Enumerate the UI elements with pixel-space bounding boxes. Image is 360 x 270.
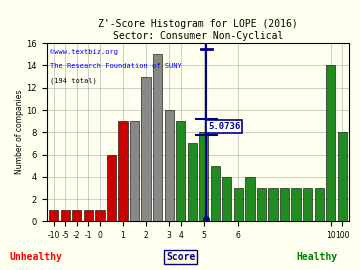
Bar	[315, 188, 324, 221]
Text: The Research Foundation of SUNY: The Research Foundation of SUNY	[50, 63, 181, 69]
Text: 5.0736: 5.0736	[208, 122, 240, 131]
Bar	[153, 54, 162, 221]
Bar	[188, 143, 197, 221]
Bar	[49, 210, 58, 221]
Bar	[60, 210, 70, 221]
Text: (194 total): (194 total)	[50, 77, 96, 83]
Text: ©www.textbiz.org: ©www.textbiz.org	[50, 49, 118, 55]
Bar	[165, 110, 174, 221]
Bar	[338, 132, 347, 221]
Bar	[141, 77, 151, 221]
Bar	[245, 177, 255, 221]
Bar	[269, 188, 278, 221]
Bar	[176, 121, 185, 221]
Bar	[303, 188, 312, 221]
Title: Z'-Score Histogram for LOPE (2016)
Sector: Consumer Non-Cyclical: Z'-Score Histogram for LOPE (2016) Secto…	[98, 19, 298, 41]
Bar	[326, 66, 336, 221]
Bar	[72, 210, 81, 221]
Bar	[95, 210, 104, 221]
Bar	[257, 188, 266, 221]
Bar	[118, 121, 127, 221]
Bar	[211, 166, 220, 221]
Text: Healthy: Healthy	[296, 252, 337, 262]
Text: Unhealthy: Unhealthy	[10, 252, 62, 262]
Bar	[84, 210, 93, 221]
Y-axis label: Number of companies: Number of companies	[15, 90, 24, 174]
Bar	[130, 121, 139, 221]
Bar	[234, 188, 243, 221]
Text: Score: Score	[166, 252, 195, 262]
Bar	[199, 132, 208, 221]
Bar	[107, 154, 116, 221]
Bar	[292, 188, 301, 221]
Bar	[280, 188, 289, 221]
Bar	[222, 177, 231, 221]
